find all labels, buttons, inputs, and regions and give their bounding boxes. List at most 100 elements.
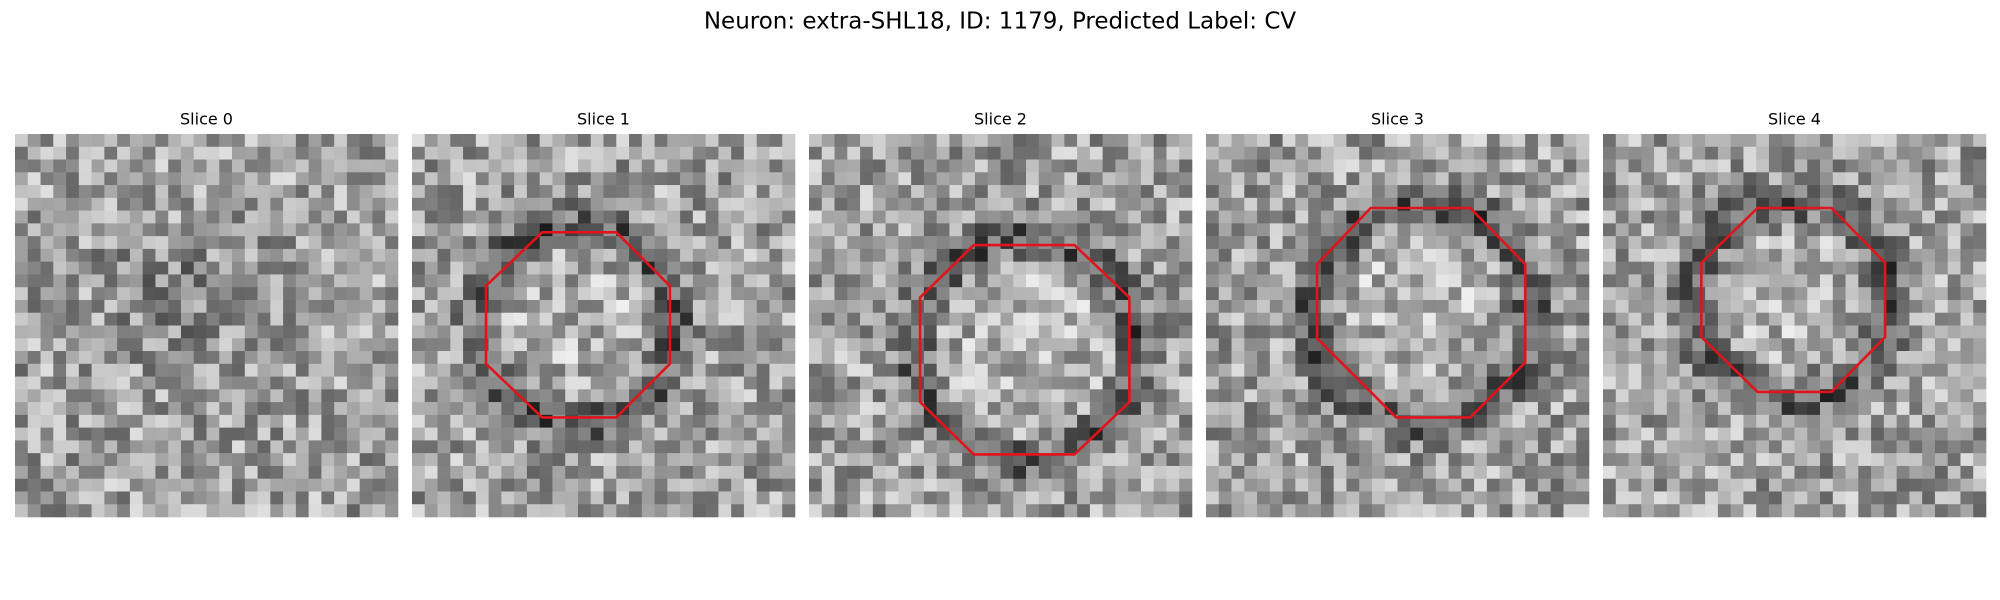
pixel [1000,427,1014,441]
pixel [1563,312,1577,326]
pixel [1423,402,1437,416]
pixel [1166,465,1180,479]
pixel [1934,299,1948,314]
pixel [1320,453,1334,467]
pixel [1218,427,1232,441]
pixel [15,248,29,262]
pixel [1717,287,1731,301]
pixel [1257,312,1271,326]
pixel [654,172,668,186]
pixel [1244,197,1258,211]
pixel [809,223,823,237]
pixel [577,363,592,377]
pixel [1474,363,1488,377]
pixel [1654,325,1668,339]
pixel [1947,312,1961,326]
pixel [1089,223,1103,237]
pixel [1371,236,1386,250]
pixel [295,453,309,467]
pixel [1013,299,1027,314]
pixel [1231,491,1245,505]
pixel [501,159,515,173]
pixel [1603,197,1617,211]
pixel [1550,351,1564,365]
pixel [1346,197,1360,211]
pixel [1768,210,1783,224]
pixel [1038,210,1052,224]
pixel [1384,491,1398,505]
pixel [91,223,105,237]
pixel [142,197,156,211]
pixel [206,402,220,416]
pixel [142,223,156,237]
pixel [1026,185,1040,199]
pixel [1077,312,1091,326]
pixel [616,236,630,250]
pixel [1794,172,1808,186]
pixel [962,312,976,326]
pixel [1423,478,1437,492]
pixel [1934,491,1948,505]
pixel [1896,172,1910,186]
pixel [629,453,643,467]
pixel [66,248,80,262]
pixel [1218,453,1232,467]
pixel [1179,427,1193,441]
pixel [104,159,118,173]
pixel [155,440,169,454]
pixel [117,465,131,479]
pixel [911,453,925,467]
pixel [680,159,694,173]
pixel [1563,146,1577,160]
pixel [1512,274,1526,288]
pixel [1807,338,1821,352]
pixel [1140,453,1154,467]
pixel [1051,197,1065,211]
pixel [385,299,399,314]
pixel [1679,172,1693,186]
pixel [1807,146,1821,160]
pixel [1102,312,1116,326]
pixel [1179,287,1193,301]
pixel [526,248,540,262]
pixel [1166,274,1180,288]
pixel [936,223,950,237]
pixel [680,504,694,518]
pixel [117,172,131,186]
pixel [590,210,604,224]
pixel [1947,197,1961,211]
pixel [117,414,131,428]
contour [1700,206,1887,394]
pixel [1563,363,1577,377]
pixel [629,402,643,416]
pixel [1743,312,1757,326]
pixel [1000,338,1014,352]
pixel [526,351,540,365]
pixel [1922,236,1936,250]
pixel [1231,197,1245,211]
pixel [1832,236,1846,250]
pixel [129,299,143,314]
pixel [232,134,246,148]
pixel [1679,312,1693,326]
pixel [1333,453,1347,467]
pixel [1615,236,1629,250]
pixel [270,402,284,416]
pixel [1858,210,1872,224]
pixel [731,312,745,326]
pixel [1692,134,1706,148]
pixel [53,172,67,186]
pixel [1140,427,1154,441]
pixel [1705,159,1719,173]
pixel [809,465,823,479]
pixel [1794,134,1808,148]
pixel [206,389,220,403]
pixel [1244,146,1258,160]
pixel [1960,351,1974,365]
pixel [219,236,233,250]
pixel [1244,172,1258,186]
pixel [1153,376,1167,390]
pixel [1333,223,1347,237]
pixel [1257,376,1271,390]
pixel [590,159,604,173]
